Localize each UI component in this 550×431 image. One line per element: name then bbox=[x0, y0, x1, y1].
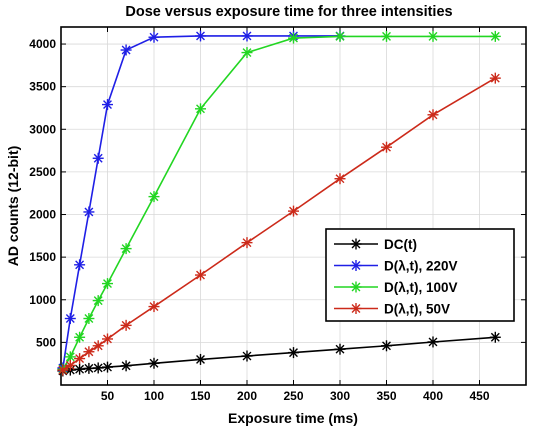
data-point bbox=[83, 362, 95, 374]
series-0 bbox=[57, 331, 501, 377]
data-point bbox=[83, 313, 95, 325]
x-tick-label: 100 bbox=[144, 389, 164, 403]
data-point bbox=[288, 32, 299, 44]
x-tick-label: 200 bbox=[237, 389, 257, 403]
x-tick-label: 300 bbox=[330, 389, 350, 403]
legend-label: D(λ,t), 220V bbox=[384, 259, 458, 274]
data-point bbox=[350, 238, 362, 250]
data-point bbox=[381, 141, 392, 153]
x-tick-label: 350 bbox=[376, 389, 396, 403]
y-tick-label: 1000 bbox=[29, 293, 56, 307]
x-tick-label: 450 bbox=[469, 389, 489, 403]
legend: DC(t) D(λ,t), 220V D(λ,t), 100V D(λ,t), 50V bbox=[325, 228, 515, 322]
legend-entry: D(λ,t), 100V bbox=[334, 280, 458, 295]
legend-entry: D(λ,t), 220V bbox=[334, 259, 458, 274]
data-point bbox=[74, 259, 86, 271]
data-point bbox=[74, 363, 86, 375]
data-point bbox=[288, 205, 299, 217]
y-axis-label: AD counts (12-bit) bbox=[5, 146, 21, 267]
series-1 bbox=[57, 30, 346, 374]
data-point bbox=[241, 30, 253, 42]
data-point bbox=[74, 331, 86, 343]
data-point bbox=[241, 237, 253, 249]
data-point bbox=[102, 361, 113, 373]
legend-entry: DC(t) bbox=[334, 237, 417, 252]
data-point bbox=[195, 353, 206, 365]
legend-label: D(λ,t), 100V bbox=[384, 280, 458, 295]
y-tick-label: 500 bbox=[36, 335, 56, 349]
data-point bbox=[195, 269, 206, 281]
axis-ticks: 50 100 150 200 250 300 350 400 450 500 1000 1500 200… bbox=[29, 27, 526, 403]
data-point bbox=[102, 333, 113, 345]
x-axis-label: Exposure time (ms) bbox=[228, 410, 358, 426]
y-tick-label: 4000 bbox=[29, 37, 56, 51]
chart-title: Dose versus exposure time for three inte… bbox=[125, 4, 452, 20]
data-point bbox=[120, 360, 132, 372]
data-point bbox=[427, 30, 439, 42]
data-point bbox=[64, 359, 76, 371]
data-point bbox=[120, 243, 132, 255]
legend-label: D(λ,t), 50V bbox=[384, 302, 450, 317]
y-tick-label: 3000 bbox=[29, 122, 56, 136]
data-point bbox=[288, 347, 299, 359]
data-point bbox=[92, 340, 104, 352]
data-point bbox=[489, 30, 501, 42]
data-point bbox=[427, 336, 439, 348]
data-point bbox=[92, 295, 104, 307]
y-tick-label: 3500 bbox=[29, 80, 56, 94]
data-point bbox=[64, 313, 76, 325]
data-point bbox=[381, 30, 392, 42]
series-line bbox=[62, 35, 340, 369]
data-point bbox=[350, 303, 362, 314]
data-point bbox=[350, 260, 362, 271]
series-layer bbox=[57, 30, 501, 377]
data-point bbox=[350, 281, 362, 293]
x-tick-label: 50 bbox=[101, 389, 115, 403]
data-point bbox=[92, 362, 104, 374]
data-point bbox=[120, 319, 132, 331]
data-point bbox=[83, 346, 95, 358]
y-tick-label: 1500 bbox=[29, 250, 56, 264]
data-point bbox=[57, 364, 69, 376]
x-tick-label: 150 bbox=[190, 389, 210, 403]
series-3 bbox=[57, 72, 501, 376]
data-point bbox=[241, 47, 253, 59]
legend-entry: D(λ,t), 50V bbox=[334, 302, 450, 317]
data-point bbox=[102, 99, 113, 111]
data-point bbox=[489, 331, 501, 343]
data-point bbox=[74, 353, 86, 365]
data-point bbox=[334, 343, 346, 355]
legend-label: DC(t) bbox=[384, 237, 417, 252]
data-point bbox=[195, 30, 206, 42]
data-point bbox=[83, 206, 95, 218]
y-tick-label: 2500 bbox=[29, 165, 56, 179]
data-point bbox=[92, 152, 104, 164]
x-tick-label: 250 bbox=[283, 389, 303, 403]
data-point bbox=[148, 31, 160, 43]
data-point bbox=[241, 350, 253, 362]
x-tick-label: 400 bbox=[423, 389, 443, 403]
data-point bbox=[334, 173, 346, 185]
data-point bbox=[148, 301, 160, 313]
series-2 bbox=[57, 30, 501, 375]
data-point bbox=[148, 357, 160, 369]
data-point bbox=[427, 109, 439, 121]
data-point bbox=[489, 72, 501, 84]
data-point bbox=[381, 340, 392, 352]
data-point bbox=[148, 191, 160, 203]
data-point bbox=[334, 30, 346, 42]
y-tick-label: 2000 bbox=[29, 208, 56, 222]
data-point bbox=[102, 278, 113, 290]
data-point bbox=[195, 103, 206, 115]
data-point bbox=[120, 44, 132, 56]
